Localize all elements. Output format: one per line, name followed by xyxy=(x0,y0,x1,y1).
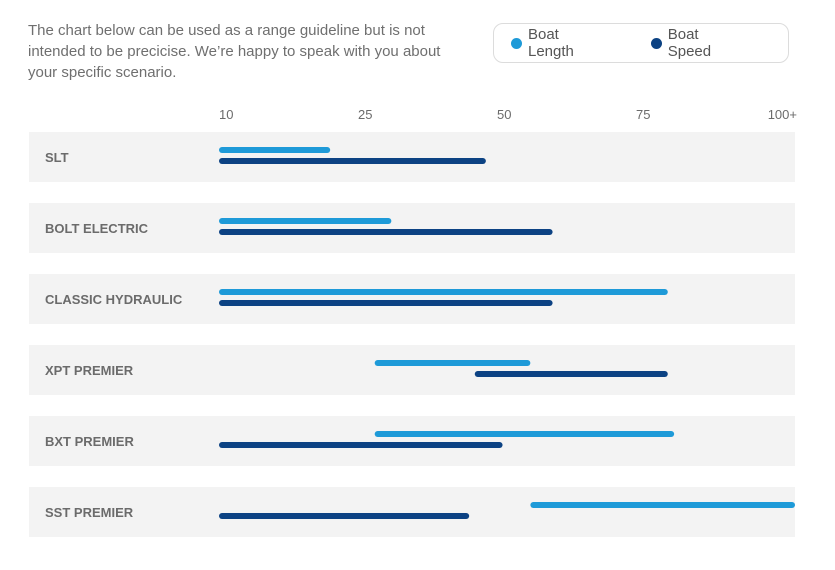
legend-dot-speed xyxy=(650,37,662,49)
tick-label-25: 25 xyxy=(358,107,372,122)
row-background-slt xyxy=(29,132,795,182)
row-label-sst-premier: SST PREMIER xyxy=(45,505,134,520)
bar-boat-length-slt xyxy=(219,147,331,153)
legend-label-boat-speed: Boat Speed xyxy=(667,26,712,60)
tick-label-10: 10 xyxy=(219,107,233,122)
row-background-bolt-electric xyxy=(29,203,795,253)
bar-boat-length-sst-premier xyxy=(530,502,795,508)
legend-label-boat-length: Boat Length xyxy=(527,26,574,60)
bar-boat-length-bolt-electric xyxy=(219,218,392,224)
row-background-sst-premier xyxy=(29,487,795,537)
bar-boat-speed-classic-hydraulic xyxy=(219,300,553,306)
chart-legend: Boat Length Boat Speed xyxy=(493,23,789,63)
row-label-classic-hydraulic: CLASSIC HYDRAULIC xyxy=(45,292,183,307)
bar-boat-speed-xpt-premier xyxy=(474,371,668,377)
bar-boat-speed-bolt-electric xyxy=(219,229,553,235)
bar-boat-speed-bxt-premier xyxy=(219,442,503,448)
row-background-xpt-premier xyxy=(29,345,795,395)
bar-boat-length-classic-hydraulic xyxy=(219,289,668,295)
bar-boat-speed-slt xyxy=(219,158,486,164)
row-label-bolt-electric: BOLT ELECTRIC xyxy=(45,221,149,236)
legend-item-boat-length: Boat Length xyxy=(511,26,609,60)
intro-text: The chart below can be used as a range g… xyxy=(28,22,441,81)
row-label-slt: SLT xyxy=(45,150,69,165)
bar-boat-length-xpt-premier xyxy=(374,360,531,366)
row-label-xpt-premier: XPT PREMIER xyxy=(45,363,134,378)
tick-label-75: 75 xyxy=(636,107,650,122)
row-background-classic-hydraulic xyxy=(29,274,795,324)
bar-boat-speed-sst-premier xyxy=(219,513,470,519)
bar-boat-length-bxt-premier xyxy=(374,431,675,437)
row-background-bxt-premier xyxy=(29,416,795,466)
legend-dot-length xyxy=(511,37,522,49)
tick-label-50: 50 xyxy=(497,107,511,122)
row-label-bxt-premier: BXT PREMIER xyxy=(45,434,134,449)
tick-label-100: 100+ xyxy=(768,107,797,122)
legend-item-boat-speed: Boat Speed xyxy=(650,26,746,60)
